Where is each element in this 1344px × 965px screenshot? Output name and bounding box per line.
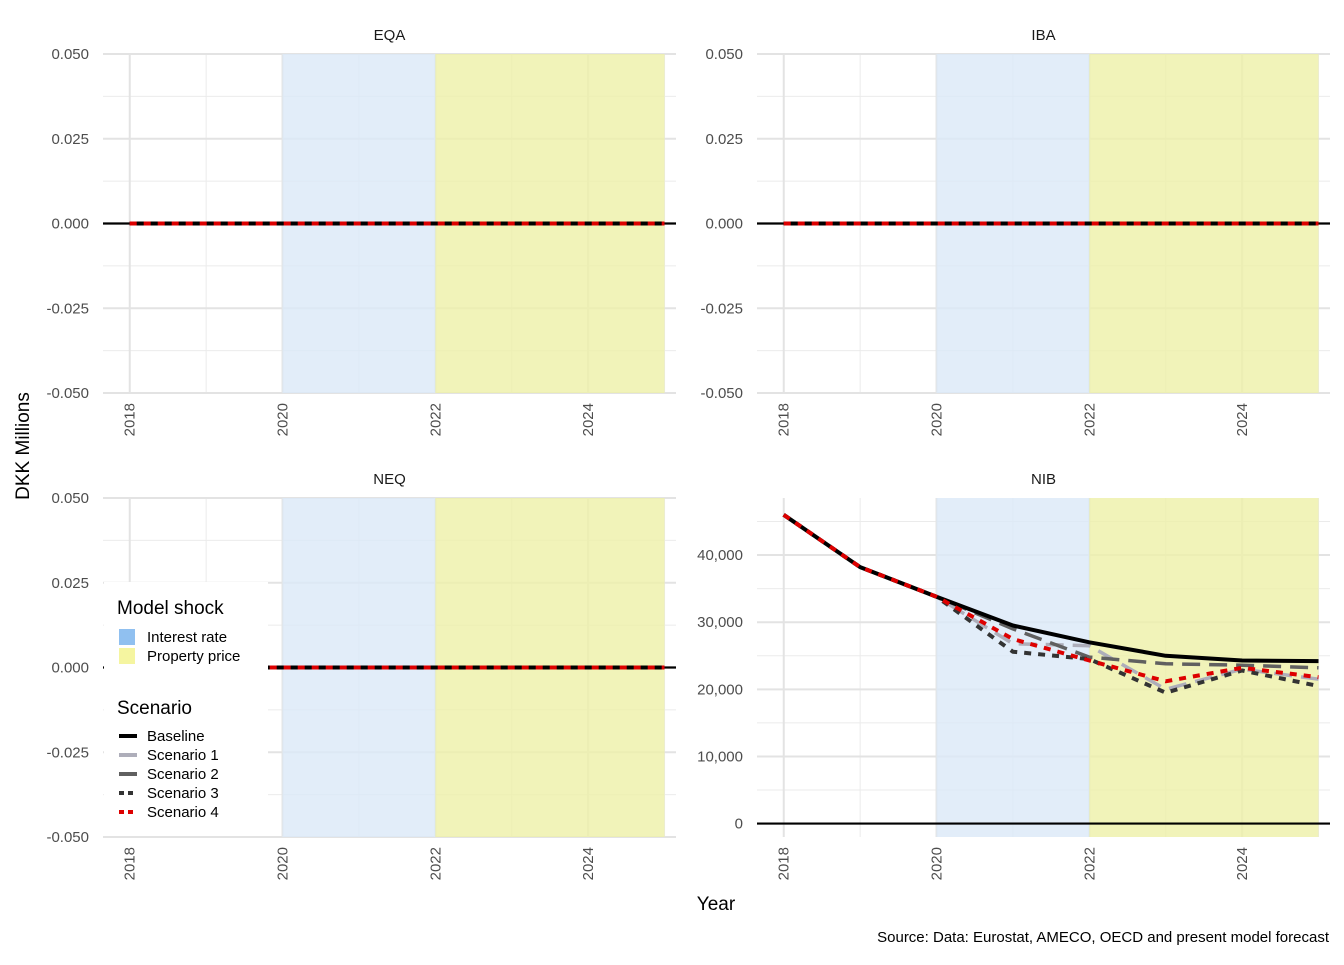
- y-tick-label: -0.025: [46, 744, 89, 761]
- series-line-baseline: [782, 513, 1319, 664]
- x-tick-label: 2022: [427, 847, 444, 880]
- y-tick-label: 20,000: [697, 681, 743, 698]
- legend-label: Property price: [147, 648, 240, 665]
- y-tick-label: -0.025: [46, 300, 89, 317]
- y-axis-title: DKK Millions: [13, 392, 34, 500]
- y-tick-label: 0.025: [51, 131, 89, 148]
- x-tick-label: 2018: [122, 403, 139, 436]
- y-tick-label: -0.025: [700, 300, 743, 317]
- y-tick-label: 0.050: [51, 46, 89, 63]
- panel-nib: NIB 0 10,000 20,000 30,000 40,000 2018 2020 2022…: [697, 471, 1330, 880]
- series-line-scenario-2: [782, 513, 1319, 670]
- y-tick-label: 0.000: [51, 660, 89, 677]
- panel-title: IBA: [1031, 27, 1055, 44]
- y-tick-label: 0.025: [705, 131, 743, 148]
- panel-iba: IBA -0.050 -0.025 0.000 0.025 0.050 2018 2020 20…: [700, 27, 1330, 436]
- legend-label: Scenario 2: [147, 766, 219, 783]
- legend-label: Interest rate: [147, 629, 227, 646]
- x-tick-label: 2020: [929, 847, 946, 880]
- x-tick-label: 2024: [1234, 403, 1251, 436]
- legend-label: Baseline: [147, 728, 205, 745]
- x-tick-label: 2024: [580, 403, 597, 436]
- y-tick-label: -0.050: [46, 829, 89, 846]
- y-tick-label: 0.050: [51, 490, 89, 507]
- panel-title: NIB: [1031, 471, 1056, 488]
- x-tick-label: 2024: [1234, 847, 1251, 880]
- x-tick-label: 2022: [1081, 847, 1098, 880]
- legend-label: Scenario 3: [147, 785, 219, 802]
- y-tick-label: -0.050: [700, 385, 743, 402]
- x-tick-label: 2022: [427, 403, 444, 436]
- panel-neq: NEQ -0.050 -0.025 0.000 0.025 0.050 2018 2020 20…: [46, 471, 676, 880]
- legend-label: Scenario 1: [147, 747, 219, 764]
- panel-title: NEQ: [373, 471, 406, 488]
- y-tick-label: 0.000: [51, 216, 89, 233]
- legend-key-property-price: [119, 648, 135, 664]
- panel-title: EQA: [374, 27, 406, 44]
- y-tick-label: 0.025: [51, 575, 89, 592]
- shock-band-property-price: [1089, 498, 1319, 837]
- x-tick-label: 2018: [776, 403, 793, 436]
- y-tick-label: -0.050: [46, 385, 89, 402]
- y-tick-label: 0.050: [705, 46, 743, 63]
- legend-title-shock: Model shock: [117, 598, 224, 619]
- legend-label: Scenario 4: [147, 804, 219, 821]
- y-tick-label: 40,000: [697, 547, 743, 564]
- caption: Source: Data: Eurostat, AMECO, OECD and …: [877, 929, 1330, 946]
- shock-band-interest-rate: [936, 498, 1090, 837]
- y-tick-label: 10,000: [697, 748, 743, 765]
- x-tick-label: 2022: [1081, 403, 1098, 436]
- x-axis-title: Year: [697, 894, 736, 915]
- x-tick-label: 2020: [929, 403, 946, 436]
- legend-key-interest-rate: [119, 629, 135, 645]
- x-tick-label: 2018: [122, 847, 139, 880]
- x-tick-label: 2020: [275, 847, 292, 880]
- panel-eqa: EQA -0.050 -0.025 0.000 0.025 0.050 2018 2020 20…: [46, 27, 676, 436]
- legend: Model shock Interest rate Property price Sc…: [104, 582, 268, 836]
- y-tick-label: 30,000: [697, 614, 743, 631]
- series-line-scenario-3: [782, 513, 1319, 695]
- x-tick-label: 2024: [580, 847, 597, 880]
- y-tick-label: 0: [735, 816, 743, 833]
- x-tick-label: 2018: [776, 847, 793, 880]
- y-tick-label: 0.000: [705, 216, 743, 233]
- x-tick-label: 2020: [275, 403, 292, 436]
- legend-title-scenario: Scenario: [117, 698, 192, 719]
